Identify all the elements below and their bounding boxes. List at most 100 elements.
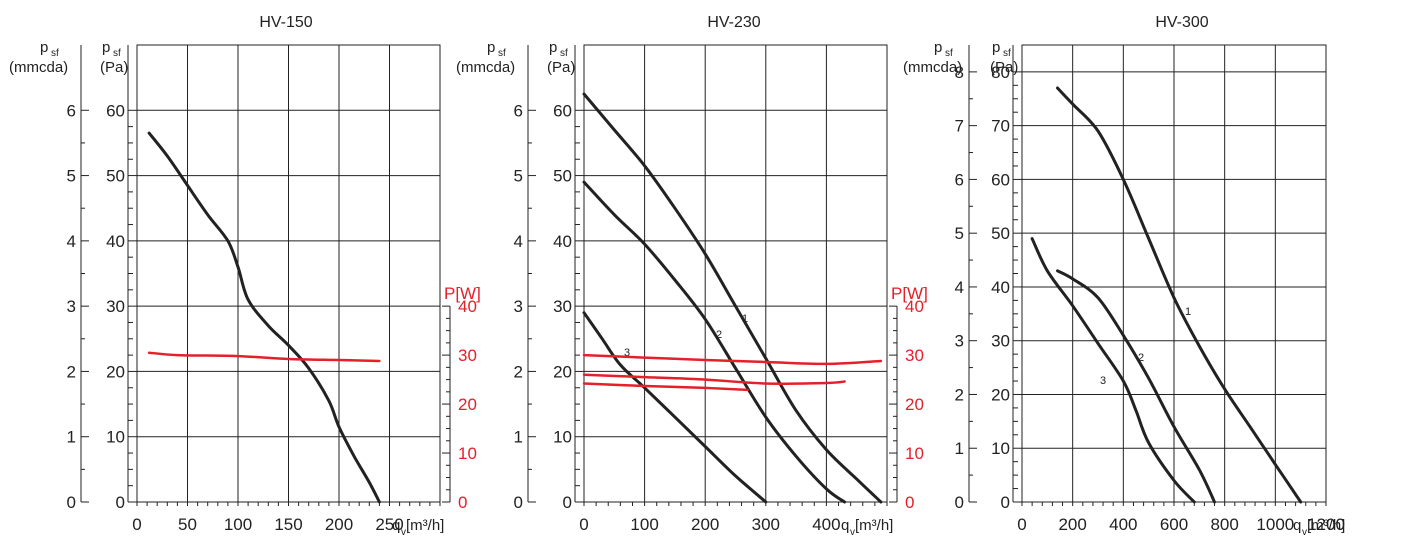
x-tick-label: 1000 (1256, 515, 1294, 534)
power-curve (582, 353, 883, 366)
x-tick-label: 300 (752, 515, 780, 534)
x-axis-unit: [m³/h] (406, 517, 444, 534)
pa-axis-unit: (Pa) (990, 59, 1018, 76)
x-tick-label: 0 (1017, 515, 1026, 534)
mmcda-tick-label: 6 (514, 101, 523, 120)
mmcda-tick-label: 6 (67, 101, 76, 120)
power-tick-label: 10 (905, 444, 924, 463)
mmcda-tick-label: 6 (955, 170, 964, 189)
pa-axis-label: p (549, 39, 557, 56)
mmcda-tick-label: 1 (67, 428, 76, 447)
mmcda-tick-label: 2 (955, 385, 964, 404)
curve-label: 2 (716, 329, 722, 341)
x-tick-label: 600 (1160, 515, 1188, 534)
mmcda-tick-label: 0 (67, 493, 76, 512)
x-tick-label: 400 (1109, 515, 1137, 534)
pa-tick-label: 0 (1001, 493, 1010, 512)
pa-tick-label: 0 (563, 493, 572, 512)
mmcda-tick-label: 4 (955, 278, 964, 297)
pa-tick-label: 70 (991, 117, 1010, 136)
pa-tick-label: 10 (553, 428, 572, 447)
power-tick-label: 0 (905, 493, 914, 512)
pressure-curve (1030, 237, 1196, 504)
pa-axis-label-subscript: sf (1003, 48, 1011, 59)
mmcda-tick-label: 1 (514, 428, 523, 447)
x-tick-label: 400 (812, 515, 840, 534)
x-axis-label: q (1293, 517, 1301, 534)
power-tick-label: 0 (458, 493, 467, 512)
x-tick-label: 1200 (1307, 515, 1345, 534)
pa-tick-label: 30 (553, 297, 572, 316)
x-tick-label: 50 (178, 515, 197, 534)
pa-tick-label: 50 (106, 167, 125, 186)
mmcda-tick-label: 1 (955, 439, 964, 458)
pa-axis-label-subscript: sf (113, 48, 121, 59)
power-tick-label: 20 (458, 395, 477, 414)
pa-tick-label: 30 (106, 297, 125, 316)
x-tick-label: 200 (1058, 515, 1086, 534)
pa-tick-label: 50 (553, 167, 572, 186)
mmcda-axis-label-subscript: sf (51, 48, 59, 59)
pressure-curve (147, 131, 381, 504)
pa-axis-label: p (102, 39, 110, 56)
mmcda-axis-label-subscript: sf (498, 48, 506, 59)
x-tick-label: 800 (1210, 515, 1238, 534)
power-tick-label: 40 (458, 297, 477, 316)
pa-axis-label: p (992, 39, 1000, 56)
power-tick-label: 30 (905, 346, 924, 365)
x-tick-label: 150 (274, 515, 302, 534)
mmcda-axis-label: p (487, 39, 495, 56)
pressure-curve (582, 92, 883, 504)
x-axis-label-subscript: v (850, 527, 855, 538)
mmcda-tick-label: 0 (514, 493, 523, 512)
power-curve (147, 351, 381, 363)
power-tick-label: 40 (905, 297, 924, 316)
mmcda-tick-label: 3 (955, 332, 964, 351)
chart-title: HV-230 (707, 14, 760, 31)
mmcda-axis-unit: (mmcda) (456, 59, 515, 76)
pressure-curve (1056, 86, 1303, 504)
mmcda-tick-label: 5 (67, 167, 76, 186)
curve-label: 3 (1100, 375, 1106, 387)
x-tick-label: 250 (375, 515, 403, 534)
power-axis-label: P[W] (891, 284, 928, 303)
power-curve (582, 373, 846, 385)
mmcda-axis-unit: (mmcda) (903, 59, 962, 76)
mmcda-axis-label-subscript: sf (945, 48, 953, 59)
pa-tick-label: 80 (991, 63, 1010, 82)
pa-tick-label: 20 (991, 385, 1010, 404)
pa-axis-unit: (Pa) (100, 59, 128, 76)
x-tick-label: 200 (325, 515, 353, 534)
mmcda-axis-label: p (40, 39, 48, 56)
x-tick-label: 0 (579, 515, 588, 534)
power-tick-label: 20 (905, 395, 924, 414)
pressure-curve (582, 311, 768, 504)
mmcda-axis-unit: (mmcda) (9, 59, 68, 76)
chart-title: HV-150 (259, 14, 312, 31)
pressure-curve (582, 180, 847, 504)
power-tick-label: 30 (458, 346, 477, 365)
x-tick-label: 100 (224, 515, 252, 534)
pa-tick-label: 20 (553, 362, 572, 381)
mmcda-axis-label: p (934, 39, 942, 56)
pa-tick-label: 0 (116, 493, 125, 512)
pa-tick-label: 10 (991, 439, 1010, 458)
plot-frame (583, 44, 888, 503)
x-axis-label: q (392, 517, 400, 534)
pressure-curve (1056, 269, 1216, 504)
pa-tick-label: 10 (106, 428, 125, 447)
x-tick-label: 0 (132, 515, 141, 534)
power-tick-label: 10 (458, 444, 477, 463)
power-axis-label: P[W] (444, 284, 481, 303)
chart-title: HV-300 (1155, 14, 1208, 31)
x-tick-label: 200 (691, 515, 719, 534)
pa-axis-label-subscript: sf (560, 48, 568, 59)
mmcda-tick-label: 5 (955, 224, 964, 243)
curve-label: 1 (1185, 306, 1191, 318)
curve-label: 3 (624, 347, 630, 359)
pa-tick-label: 40 (991, 278, 1010, 297)
mmcda-tick-label: 4 (67, 232, 76, 251)
